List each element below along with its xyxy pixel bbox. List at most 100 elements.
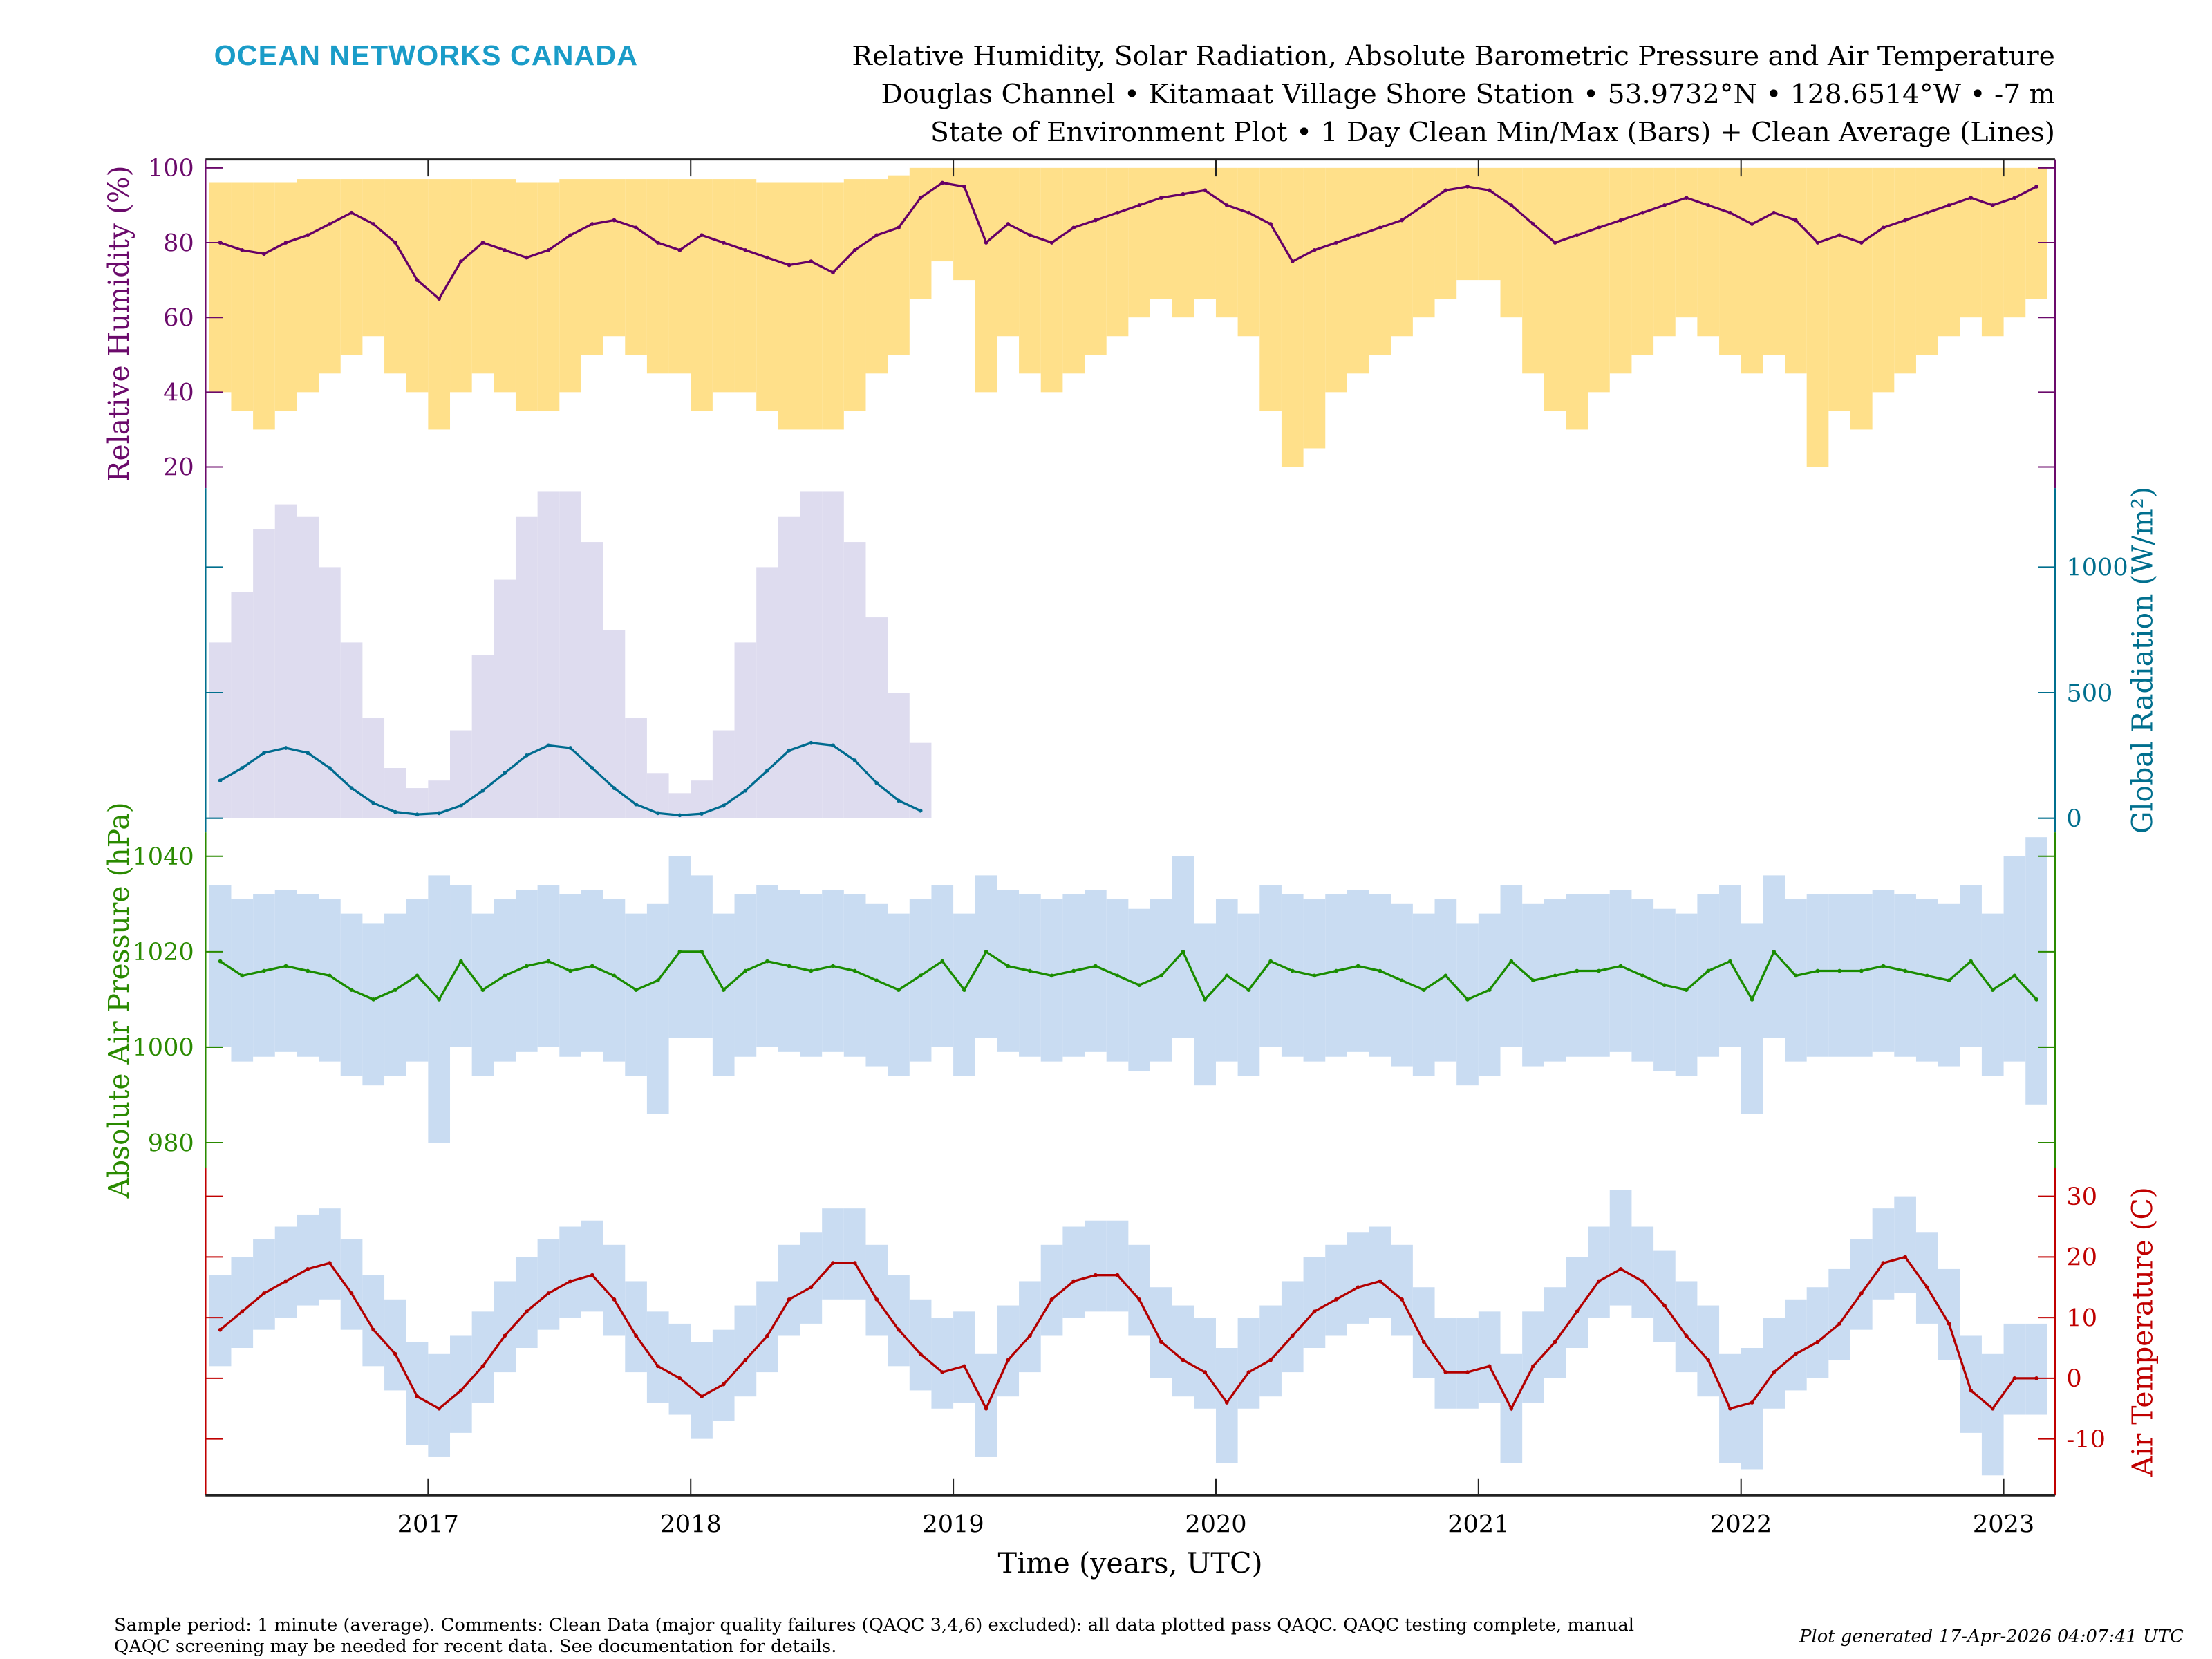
- rh-minmax-bar: [450, 179, 472, 393]
- pres-minmax-bar: [1040, 899, 1063, 1062]
- rad-minmax-bar: [494, 579, 516, 818]
- pres-minmax-bar: [1544, 899, 1566, 1062]
- pres-minmax-bar: [1675, 913, 1698, 1076]
- rh-average-point: [1969, 196, 1973, 200]
- footer-comment-line2: QAQC screening may be needed for recent …: [114, 1636, 836, 1657]
- temp-minmax-bar: [756, 1281, 778, 1373]
- rh-minmax-bar: [975, 167, 997, 393]
- rh-minmax-bar: [1128, 167, 1150, 318]
- rh-minmax-bar: [603, 179, 626, 337]
- temp-average-point: [393, 1351, 397, 1356]
- rh-average-point: [480, 241, 485, 245]
- rh-minmax-bar: [537, 182, 560, 411]
- pres-average-point: [1859, 968, 1864, 973]
- rh-average-point: [1246, 210, 1251, 215]
- temp-average-point: [1969, 1388, 1973, 1393]
- rh-average-point: [1443, 188, 1448, 193]
- temp-average-point: [1421, 1340, 1426, 1344]
- rad-average-point: [503, 771, 507, 776]
- pres-minmax-bar: [646, 903, 669, 1114]
- rad-minmax-bar: [778, 516, 800, 818]
- temp-average-point: [1049, 1297, 1054, 1302]
- pres-average-point: [1990, 988, 1995, 992]
- rh-average-point: [349, 210, 354, 215]
- rad-average-point: [874, 780, 879, 785]
- rh-average-point: [306, 233, 310, 238]
- rh-tick-label: 40: [163, 379, 194, 407]
- rad-minmax-bar: [800, 491, 823, 818]
- rh-minmax-bar: [1872, 167, 1895, 393]
- pres-minmax-bar: [2003, 856, 2026, 1062]
- pres-average-point: [1465, 997, 1470, 1002]
- rad-average-point: [590, 766, 594, 770]
- rh-minmax-bar: [297, 179, 319, 393]
- pres-minmax-bar: [1347, 890, 1369, 1052]
- temp-average-point: [283, 1279, 288, 1284]
- pres-average-point: [1159, 973, 1163, 978]
- temp-minmax-bar: [1150, 1287, 1172, 1378]
- rh-average-point: [743, 247, 748, 252]
- temp-average-point: [1706, 1358, 1711, 1362]
- x-tick-label: 2019: [922, 1511, 984, 1539]
- temp-average-point: [590, 1273, 594, 1277]
- temp-average-point: [1750, 1400, 1754, 1405]
- temp-average-point: [852, 1261, 857, 1265]
- pres-minmax-bar: [2025, 837, 2047, 1105]
- pres-average-point: [1487, 988, 1492, 992]
- rh-minmax-bar: [646, 179, 669, 374]
- onc-logo: OCEAN NETWORKS CANADA: [214, 39, 638, 71]
- pres-minmax-bar: [1369, 894, 1391, 1057]
- rh-average-point: [1903, 218, 1908, 223]
- pres-minmax-bar: [756, 885, 778, 1047]
- rh-average-point: [1487, 188, 1492, 193]
- rh-minmax-bar: [1391, 167, 1413, 337]
- rh-average-point: [328, 222, 332, 226]
- pres-average-point: [634, 988, 638, 992]
- pres-average-point: [1509, 959, 1514, 964]
- temp-average-point: [1246, 1370, 1251, 1374]
- rh-average-point: [1772, 210, 1777, 215]
- rad-average-point: [546, 743, 551, 748]
- temp-minmax-bar: [1763, 1318, 1785, 1409]
- temp-average-point: [2012, 1376, 2017, 1380]
- pres-average-point: [787, 964, 791, 968]
- pres-average-point: [524, 964, 529, 968]
- rh-average-point: [1334, 241, 1338, 245]
- pres-minmax-bar: [471, 913, 494, 1076]
- temp-average-point: [1662, 1303, 1667, 1308]
- pres-minmax-bar: [888, 913, 910, 1076]
- pres-minmax-bar: [428, 875, 451, 1143]
- rh-minmax-bar: [668, 179, 691, 374]
- pres-average-point: [283, 964, 288, 968]
- pres-minmax-bar: [1085, 890, 1107, 1052]
- temp-minmax-bar: [1172, 1305, 1194, 1397]
- temp-average-point: [328, 1261, 332, 1265]
- temp-minmax-bar: [1806, 1287, 1829, 1378]
- temp-minmax-bar: [1237, 1318, 1260, 1409]
- temp-average-point: [1924, 1285, 1929, 1290]
- rad-minmax-bar: [888, 693, 910, 818]
- rad-average-point: [918, 808, 923, 813]
- x-axis-label: Time (years, UTC): [998, 1547, 1263, 1580]
- temp-minmax-bar: [1019, 1281, 1041, 1373]
- rh-average-point: [1990, 203, 1995, 207]
- pres-minmax-bar: [1237, 913, 1260, 1076]
- temp-average-point: [503, 1333, 507, 1338]
- rh-average-point: [831, 270, 835, 275]
- pres-average-point: [1334, 968, 1338, 973]
- pres-average-point: [2012, 973, 2017, 978]
- x-tick-label: 2020: [1185, 1511, 1246, 1539]
- pres-average-point: [1727, 959, 1732, 964]
- rh-minmax-bar: [1631, 167, 1654, 355]
- rad-average-point: [524, 753, 529, 758]
- rad-average-point: [655, 811, 660, 816]
- rad-average-point: [612, 786, 617, 790]
- pres-average-point: [809, 968, 814, 973]
- temp-average-point: [1137, 1297, 1142, 1302]
- rh-minmax-bar: [1150, 167, 1172, 299]
- rh-minmax-bar: [1850, 167, 1873, 430]
- pres-minmax-bar: [1194, 923, 1216, 1086]
- temp-average-point: [1684, 1333, 1689, 1338]
- temp-minmax-bar: [1412, 1287, 1435, 1378]
- rh-minmax-bar: [1588, 167, 1610, 393]
